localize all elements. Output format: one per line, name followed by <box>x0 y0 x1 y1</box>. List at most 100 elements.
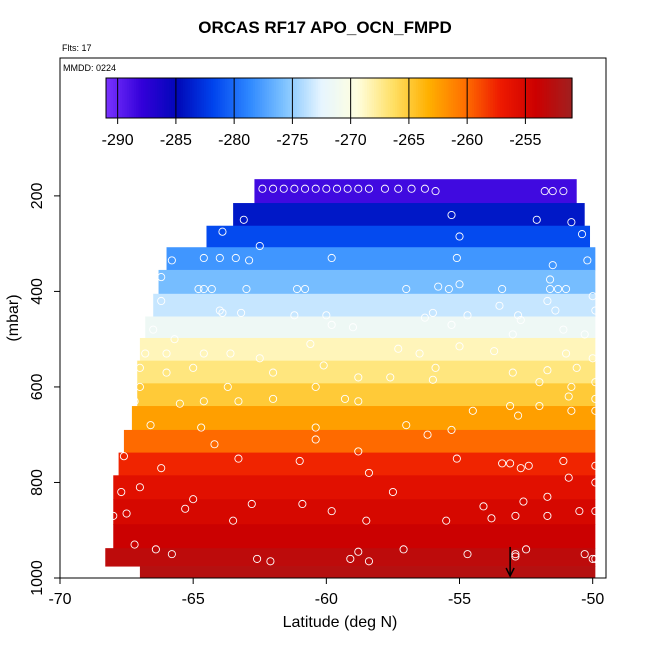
colorbar-segment <box>511 78 515 118</box>
colorbar-segment <box>178 78 182 118</box>
colorbar-segment <box>553 78 557 118</box>
colorbar-segment <box>399 78 403 118</box>
observation-point <box>354 547 363 556</box>
colorbar-segment <box>499 78 503 118</box>
observation-point <box>199 349 208 358</box>
colorbar-segment <box>506 78 510 118</box>
colorbar-segment <box>266 78 270 118</box>
observation-point <box>101 535 110 544</box>
observation-point <box>231 253 240 263</box>
colorbar-segment <box>544 78 547 118</box>
colorbar-segment <box>157 78 161 118</box>
colorbar-segment <box>250 78 254 118</box>
colorbar-segment <box>217 78 221 118</box>
colorbar-frame <box>105 77 573 119</box>
plot-frame <box>59 57 607 579</box>
observation-point <box>591 406 600 415</box>
colorbar-segment <box>532 78 536 118</box>
observation-point <box>292 284 302 294</box>
observation-point <box>543 492 552 501</box>
colorbar-segment <box>115 78 119 118</box>
observation-point <box>575 507 584 516</box>
observation-point <box>322 184 331 193</box>
colorbar-segment <box>164 78 168 118</box>
observation-point <box>591 554 600 563</box>
observation-point <box>511 550 520 559</box>
observation-point <box>311 184 320 193</box>
observation-point <box>511 552 520 561</box>
colorbar-segment <box>234 78 238 118</box>
colorbar-segment <box>432 78 436 118</box>
colorbar-segment <box>241 78 245 118</box>
observation-point <box>197 423 206 432</box>
colorbar-segment <box>301 78 305 118</box>
observation-point <box>290 311 299 320</box>
observation-point <box>591 394 600 403</box>
colorbar-segment <box>401 78 405 118</box>
observation-point <box>455 232 464 241</box>
observation-point <box>508 368 517 377</box>
observation-point <box>455 342 464 351</box>
observation-point <box>572 363 581 372</box>
colorbar-segment <box>343 78 347 118</box>
colorbar-segment <box>567 78 571 118</box>
colorbar-segment <box>422 78 426 118</box>
heatmap-band <box>105 548 596 567</box>
observation-point <box>354 447 363 456</box>
colorbar-segment <box>106 78 109 118</box>
colorbar-segment <box>311 78 314 118</box>
colorbar-segment <box>537 78 540 118</box>
colorbar-segment <box>290 78 293 118</box>
heatmap-layer <box>105 179 596 578</box>
observation-point <box>540 187 549 196</box>
observation-point <box>535 401 544 411</box>
colorbar-tick-label: -265 <box>393 132 425 149</box>
observation-point <box>300 184 310 193</box>
observation-point <box>380 184 389 193</box>
heatmap-band <box>254 179 577 204</box>
colorbar-segment <box>439 78 443 118</box>
observation-point <box>327 253 336 263</box>
observation-point <box>514 411 523 420</box>
colorbar-segment <box>455 78 459 118</box>
colorbar-segment <box>513 78 517 118</box>
observation-point <box>506 401 515 411</box>
observation-point <box>194 284 203 294</box>
colorbar-segment <box>357 78 361 118</box>
colorbar-segment <box>518 78 522 118</box>
observation-point <box>554 284 563 294</box>
observation-point <box>423 430 432 439</box>
colorbar-segment <box>182 78 186 118</box>
colorbar-segment <box>406 78 410 118</box>
colorbar-segment <box>224 78 228 118</box>
colorbar-segment <box>199 78 203 118</box>
colorbar-segment <box>257 78 261 118</box>
colorbar-segment <box>560 78 564 118</box>
colorbar-segment <box>236 78 240 118</box>
observation-point <box>561 284 571 294</box>
colorbar-segment <box>194 78 198 118</box>
observation-point <box>588 292 597 301</box>
heatmap-band <box>139 337 596 362</box>
colorbar-segment <box>548 78 552 118</box>
colorbar-segment <box>509 78 513 118</box>
colorbar-segment <box>380 78 384 118</box>
colorbar-segment <box>124 78 128 118</box>
observation-point <box>269 184 278 193</box>
observation-point <box>210 440 219 449</box>
colorbar-segment <box>555 78 559 118</box>
colorbar-segment <box>110 78 114 118</box>
colorbar-segment <box>175 78 179 118</box>
observation-point <box>577 230 587 239</box>
colorbar-segment <box>530 78 533 118</box>
observation-point <box>543 511 552 520</box>
colorbar-segment <box>122 78 126 118</box>
colorbar-segment <box>283 78 287 118</box>
observation-point <box>189 363 198 372</box>
x-tick-label: -55 <box>448 591 471 608</box>
observation-point <box>564 473 573 482</box>
observation-point <box>580 550 589 559</box>
colorbar-segment <box>196 78 200 118</box>
